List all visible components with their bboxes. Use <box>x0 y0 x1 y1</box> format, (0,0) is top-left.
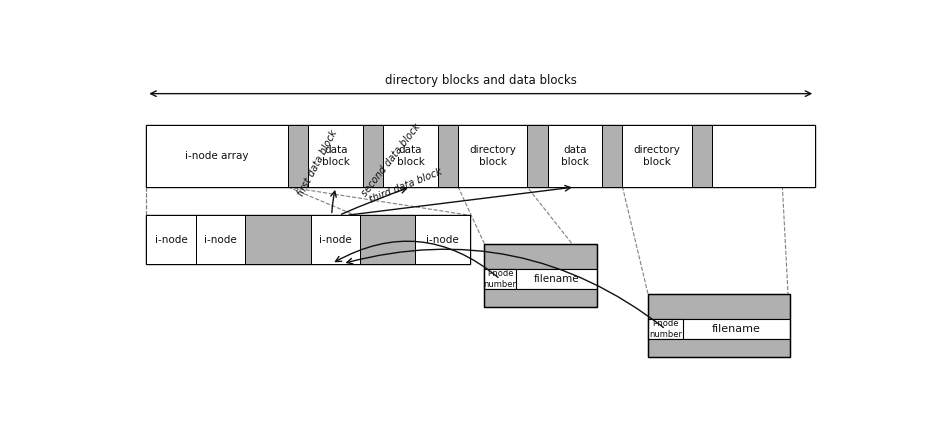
Bar <box>484 244 598 269</box>
Text: i-node: i-node <box>426 235 459 245</box>
Text: i-node: i-node <box>319 235 352 245</box>
Bar <box>484 244 598 307</box>
Bar <box>648 319 684 339</box>
Bar <box>458 125 527 187</box>
Bar <box>484 269 598 289</box>
Bar <box>146 125 815 187</box>
Text: i-node
number: i-node number <box>649 320 682 339</box>
Bar <box>484 269 516 289</box>
Text: filename: filename <box>534 274 580 284</box>
Bar <box>146 215 196 264</box>
Bar <box>623 125 691 187</box>
Bar <box>309 125 363 187</box>
Text: i-node: i-node <box>155 235 188 245</box>
Bar <box>146 125 288 187</box>
Bar <box>146 215 470 264</box>
Bar <box>648 319 790 339</box>
Text: directory
block: directory block <box>633 145 680 167</box>
Bar <box>384 125 438 187</box>
Text: directory blocks and data blocks: directory blocks and data blocks <box>385 74 577 87</box>
Bar <box>360 215 415 264</box>
Text: i-node: i-node <box>204 235 237 245</box>
Bar <box>648 294 790 319</box>
Bar <box>438 125 458 187</box>
Text: second data block: second data block <box>359 121 422 198</box>
Text: i-node array: i-node array <box>186 151 249 161</box>
Text: data
block: data block <box>397 145 425 167</box>
Bar <box>363 125 384 187</box>
Text: directory
block: directory block <box>469 145 516 167</box>
Bar <box>527 125 548 187</box>
Text: first data block: first data block <box>295 128 339 198</box>
Bar <box>548 125 602 187</box>
Bar <box>648 294 790 357</box>
Text: filename: filename <box>712 324 761 334</box>
Text: data
block: data block <box>322 145 350 167</box>
Bar <box>648 339 790 357</box>
Bar <box>691 125 712 187</box>
Text: third data block: third data block <box>368 166 444 204</box>
Bar <box>288 125 309 187</box>
Bar <box>415 215 470 264</box>
Bar <box>245 215 310 264</box>
Bar <box>196 215 245 264</box>
Bar <box>712 125 815 187</box>
Bar <box>602 125 623 187</box>
Bar <box>484 289 598 307</box>
Bar <box>310 215 360 264</box>
Text: i-node
number: i-node number <box>484 269 517 289</box>
Text: data
block: data block <box>561 145 589 167</box>
